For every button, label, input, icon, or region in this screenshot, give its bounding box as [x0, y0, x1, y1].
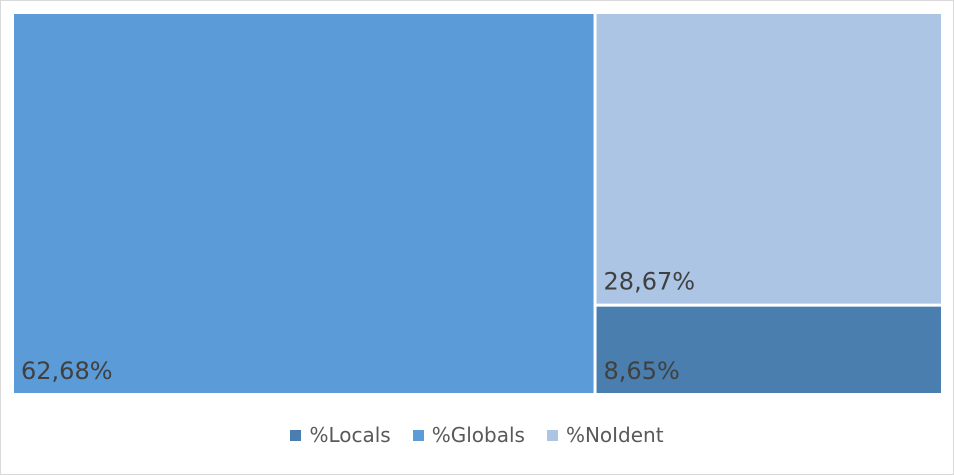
legend-item-globals: %Globals	[412, 423, 525, 447]
legend-item-locals: %Locals	[290, 423, 391, 447]
legend-swatch-noident	[546, 429, 558, 441]
treemap-plot: 62,68% 28,67% 8,65%	[14, 14, 941, 393]
legend-label-globals: %Globals	[431, 423, 525, 447]
treemap-tile-globals	[14, 14, 594, 393]
legend-item-noident: %NoIdent	[546, 423, 664, 447]
legend-swatch-globals	[412, 429, 424, 441]
data-label-noident: 28,67%	[604, 268, 696, 296]
data-label-globals: 62,68%	[21, 357, 113, 385]
legend-label-locals: %Locals	[309, 423, 391, 447]
treemap-tile-locals	[596, 306, 941, 393]
legend-swatch-locals	[290, 429, 302, 441]
legend: %Locals %Globals %NoIdent	[0, 420, 954, 450]
treemap-tile-noident	[596, 14, 941, 304]
data-label-locals: 8,65%	[604, 357, 680, 385]
legend-label-noident: %NoIdent	[565, 423, 664, 447]
